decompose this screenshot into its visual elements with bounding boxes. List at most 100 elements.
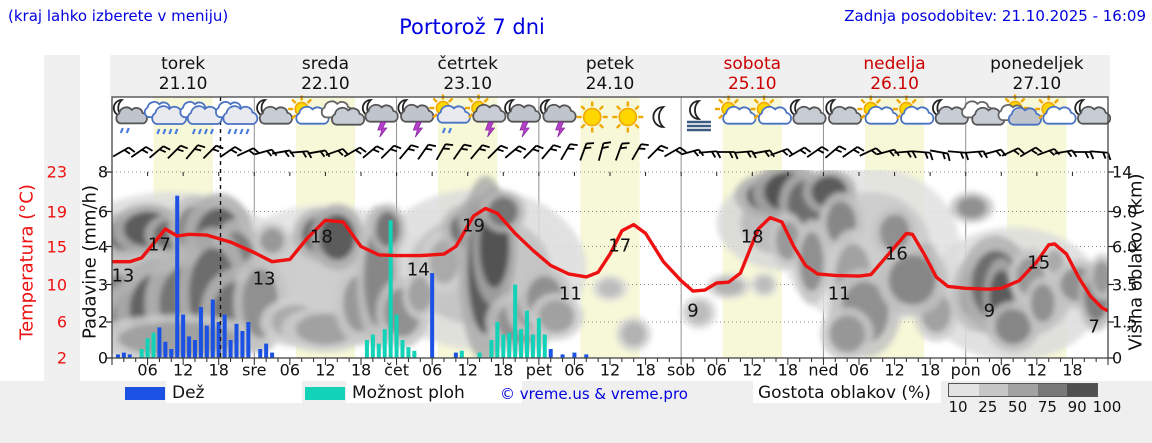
x-tick-12: 12 xyxy=(172,360,194,380)
temp-tick-15: 15 xyxy=(46,237,67,256)
temp-tick-10: 10 xyxy=(46,275,67,294)
wind-barb xyxy=(254,148,278,157)
weather-icon-rain xyxy=(215,101,259,135)
shower-bar xyxy=(501,334,506,358)
x-tick-18: 18 xyxy=(350,360,372,380)
wind-barb xyxy=(1019,146,1043,158)
rain-bar xyxy=(234,323,239,358)
x-tick-12: 12 xyxy=(457,360,478,380)
cloud-blob xyxy=(888,255,937,305)
shower-bar xyxy=(364,340,369,358)
wind-barb xyxy=(398,144,419,160)
wind-barb xyxy=(112,146,136,158)
day-date: 21.10 xyxy=(158,74,208,94)
temp-tick-2: 2 xyxy=(56,348,67,368)
wind-barb xyxy=(560,143,578,161)
rain-bar xyxy=(216,322,221,358)
wind-barb xyxy=(912,150,934,161)
shower-bar xyxy=(542,334,547,358)
day-header-sobota: sobota 25.10 xyxy=(677,54,827,94)
rain-bar xyxy=(548,349,553,358)
day-name: nedelja xyxy=(863,54,926,74)
rain-bar xyxy=(258,349,263,358)
temperature-value-label: 16 xyxy=(884,243,908,265)
x-tick-06: 06 xyxy=(991,360,1012,380)
rain-bar xyxy=(453,352,458,358)
wind-barb xyxy=(167,144,189,160)
cloud-height-tick-6.0: 6.0 xyxy=(1112,237,1138,256)
wind-barb xyxy=(1072,151,1095,160)
x-tick-18: 18 xyxy=(493,360,514,380)
weather-icon-moon-storm xyxy=(539,99,577,138)
cloud-blob xyxy=(1030,284,1055,322)
density-swatch xyxy=(1008,384,1038,396)
density-label-25: 25 xyxy=(978,398,998,416)
day-name: sobota xyxy=(723,54,782,74)
shower-bar xyxy=(145,338,150,358)
rain-bar xyxy=(163,341,168,358)
rain-bar xyxy=(228,340,233,358)
day-name: četrtek xyxy=(437,54,498,74)
wind-barb xyxy=(289,150,313,159)
density-swatch xyxy=(949,384,979,396)
wind-barb xyxy=(965,150,988,159)
wind-barb xyxy=(362,145,384,159)
weather-icon-clouds xyxy=(961,100,1006,126)
x-tick-18: 18 xyxy=(777,360,799,380)
cloud-height-tick-1.5: 1.5 xyxy=(1112,312,1138,332)
day-header-band xyxy=(110,55,1110,97)
x-tick-06: 06 xyxy=(279,360,301,380)
day-date: 25.10 xyxy=(727,74,777,94)
temp-tick-6: 6 xyxy=(56,312,67,332)
weather-icon-sun xyxy=(576,101,608,133)
cloud-blob xyxy=(488,196,519,227)
wind-barb xyxy=(130,146,153,158)
weather-icon-moon-cloud xyxy=(789,99,827,125)
temperature-value-label: 7 xyxy=(1088,316,1100,338)
x-tick-12: 12 xyxy=(599,360,621,380)
shower-bar xyxy=(382,329,387,358)
cloud-height-tick-3.5: 3.5 xyxy=(1112,275,1138,294)
showers-legend-swatch xyxy=(305,387,345,400)
wind-barb xyxy=(734,150,757,159)
day-name: torek xyxy=(161,54,206,74)
rain-bar xyxy=(157,327,162,358)
precip-tick-8: 8 xyxy=(97,162,108,182)
cloud-blob xyxy=(375,211,400,247)
wind-barb xyxy=(930,149,951,162)
cloud-blob xyxy=(538,300,575,333)
shower-bar xyxy=(394,314,399,358)
weather-icon-sun-clouds xyxy=(997,94,1042,126)
weather-icon-sun xyxy=(612,101,644,133)
x-tick-pet: pet xyxy=(525,360,552,380)
precip-tick-3: 3 xyxy=(97,275,108,294)
weather-icon-sun-cloud xyxy=(892,95,935,125)
temperature-value-label: 13 xyxy=(252,268,276,290)
rain-bar xyxy=(169,349,174,358)
last-updated: Zadnja posodobitev: 21.10.2025 - 16:09 xyxy=(844,7,1146,25)
weather-icon-sun-cloud xyxy=(288,95,330,125)
copyright-link[interactable]: © vreme.us & vreme.pro xyxy=(500,385,688,403)
rain-bar xyxy=(115,354,120,358)
density-swatch xyxy=(978,384,1009,396)
shower-bar xyxy=(388,220,393,358)
temperature-value-label: 13 xyxy=(111,265,135,287)
wind-barb xyxy=(770,148,794,156)
x-tick-sre: sre xyxy=(242,360,267,380)
cloud-blob xyxy=(621,322,646,346)
rain-bar xyxy=(127,354,132,358)
temperature-value-label: 18 xyxy=(309,226,333,248)
x-tick-čet: čet xyxy=(384,360,410,380)
x-tick-12: 12 xyxy=(315,360,336,380)
weather-icon-moon-storm xyxy=(361,99,399,138)
cloud-density-legend-title: Gostota oblakov (%) xyxy=(758,383,931,403)
day-date: 23.10 xyxy=(443,74,493,94)
cloud-height-tick-9.0: 9.0 xyxy=(1112,202,1138,221)
wind-barb xyxy=(325,148,349,156)
weather-icon-moon-cloud xyxy=(825,99,863,125)
shower-bar xyxy=(525,310,529,358)
shower-bar xyxy=(412,350,417,358)
rain-bar xyxy=(560,354,565,358)
cloud-blob xyxy=(408,276,433,312)
cloud-blob xyxy=(995,309,1031,345)
